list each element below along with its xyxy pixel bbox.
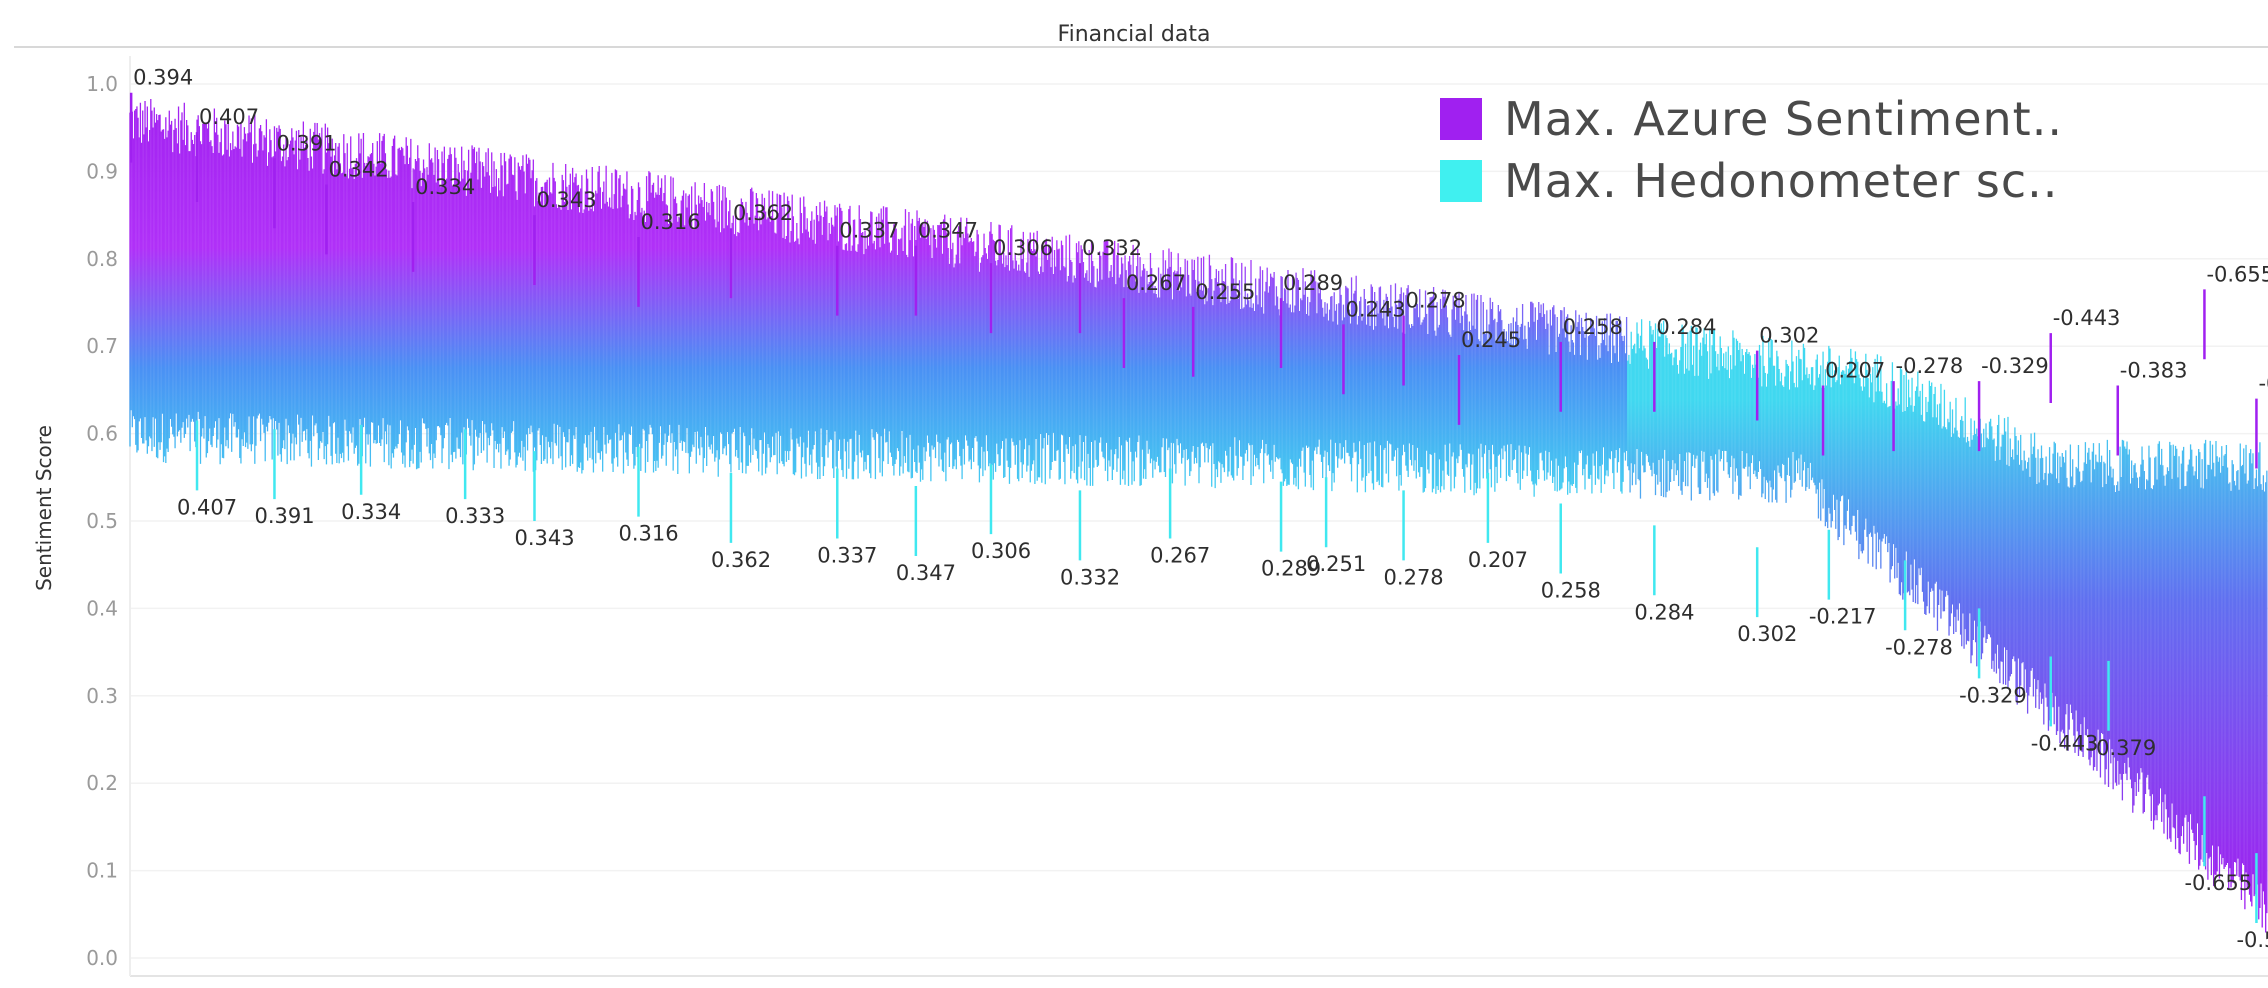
chart-title: Financial data [1057,22,1211,47]
data-label: 0.267 [1150,543,1210,567]
data-label: 0.302 [1759,324,1819,348]
data-label: 0.347 [896,561,956,585]
data-label: -0.278 [1885,635,1953,659]
y-tick-label: 0.8 [86,247,118,271]
data-label: 0.245 [1461,328,1521,352]
y-tick-label: 0.6 [86,422,118,446]
legend-swatch-azure [1440,98,1482,140]
data-label: 0.306 [993,236,1053,260]
y-tick-label: 0.2 [86,771,118,795]
data-label: 0.407 [199,105,259,129]
data-label: -0.278 [1896,354,1964,378]
data-label: -0.379 [2089,736,2157,760]
data-label: 0.334 [415,175,475,199]
y-tick-label: 0.0 [86,946,118,970]
data-label: -0.329 [1959,683,2027,707]
legend-swatch-hedonometer [1440,160,1482,202]
data-label: 0.258 [1541,578,1601,602]
y-tick-label: 0.3 [86,684,118,708]
data-label: -0.655 [2206,262,2268,286]
data-label: 0.207 [1468,548,1528,572]
data-label: 0.337 [817,543,877,567]
data-label: 0.284 [1634,600,1694,624]
data-label: 0.302 [1737,622,1797,646]
data-label: 0.267 [1126,271,1186,295]
data-label: 0.343 [536,188,596,212]
data-label: 0.407 [177,495,237,519]
data-label: 0.316 [640,210,700,234]
data-label: 0.278 [1406,289,1466,313]
title-divider [14,46,2268,48]
sentiment-bars [129,98,2268,933]
legend-item-azure[interactable]: Max. Azure Sentiment.. [1440,88,2063,150]
data-label: 0.347 [918,219,978,243]
legend-label-azure: Max. Azure Sentiment.. [1504,92,2063,146]
legend-label-hedonometer: Max. Hedonometer sc.. [1504,154,2059,208]
data-label: -0.383 [2120,359,2188,383]
data-label: 0.258 [1563,315,1623,339]
data-label: 0.333 [445,504,505,528]
data-label: -0.554 [2236,928,2268,952]
legend-item-hedonometer[interactable]: Max. Hedonometer sc.. [1440,150,2063,212]
data-label: 0.243 [1345,297,1405,321]
data-label: 0.394 [133,66,193,90]
data-label: 0.391 [276,131,336,155]
data-label: 0.306 [971,539,1031,563]
data-label: -0.530 [2258,372,2268,396]
data-label: 0.391 [254,504,314,528]
data-label: 0.278 [1384,565,1444,589]
data-label: -0.655 [2184,871,2252,895]
data-label: 0.207 [1825,359,1885,383]
y-tick-label: 0.4 [86,596,118,620]
data-label: 0.289 [1261,557,1321,581]
y-tick-label: 1.0 [86,72,118,96]
data-label: 0.337 [839,219,899,243]
data-label: -0.217 [1809,605,1877,629]
data-label: 0.255 [1195,280,1255,304]
y-tick-label: 0.9 [86,159,118,183]
data-label: 0.362 [733,201,793,225]
data-label: -0.443 [2053,306,2121,330]
legend: Max. Azure Sentiment.. Max. Hedonometer … [1440,88,2063,212]
y-tick-label: 0.5 [86,509,118,533]
data-label: 0.334 [341,500,401,524]
data-label: 0.316 [618,522,678,546]
y-axis-ticks: 0.0 0.1 0.2 0.3 0.4 0.5 0.6 0.7 0.8 0.9 1.0 [86,72,118,970]
data-label: 0.289 [1283,271,1343,295]
data-label: 0.332 [1060,565,1120,589]
data-label: 0.362 [711,548,771,572]
data-label: 0.284 [1656,315,1716,339]
data-label: -0.329 [1981,354,2049,378]
data-label: 0.343 [514,526,574,550]
y-tick-label: 0.7 [86,334,118,358]
data-label: -0.443 [2031,731,2099,755]
data-label: 0.342 [328,158,388,182]
labeled-spikes [129,92,2258,924]
data-label: 0.332 [1082,236,1142,260]
data-label: 0.251 [1306,552,1366,576]
y-tick-label: 0.1 [86,859,118,883]
